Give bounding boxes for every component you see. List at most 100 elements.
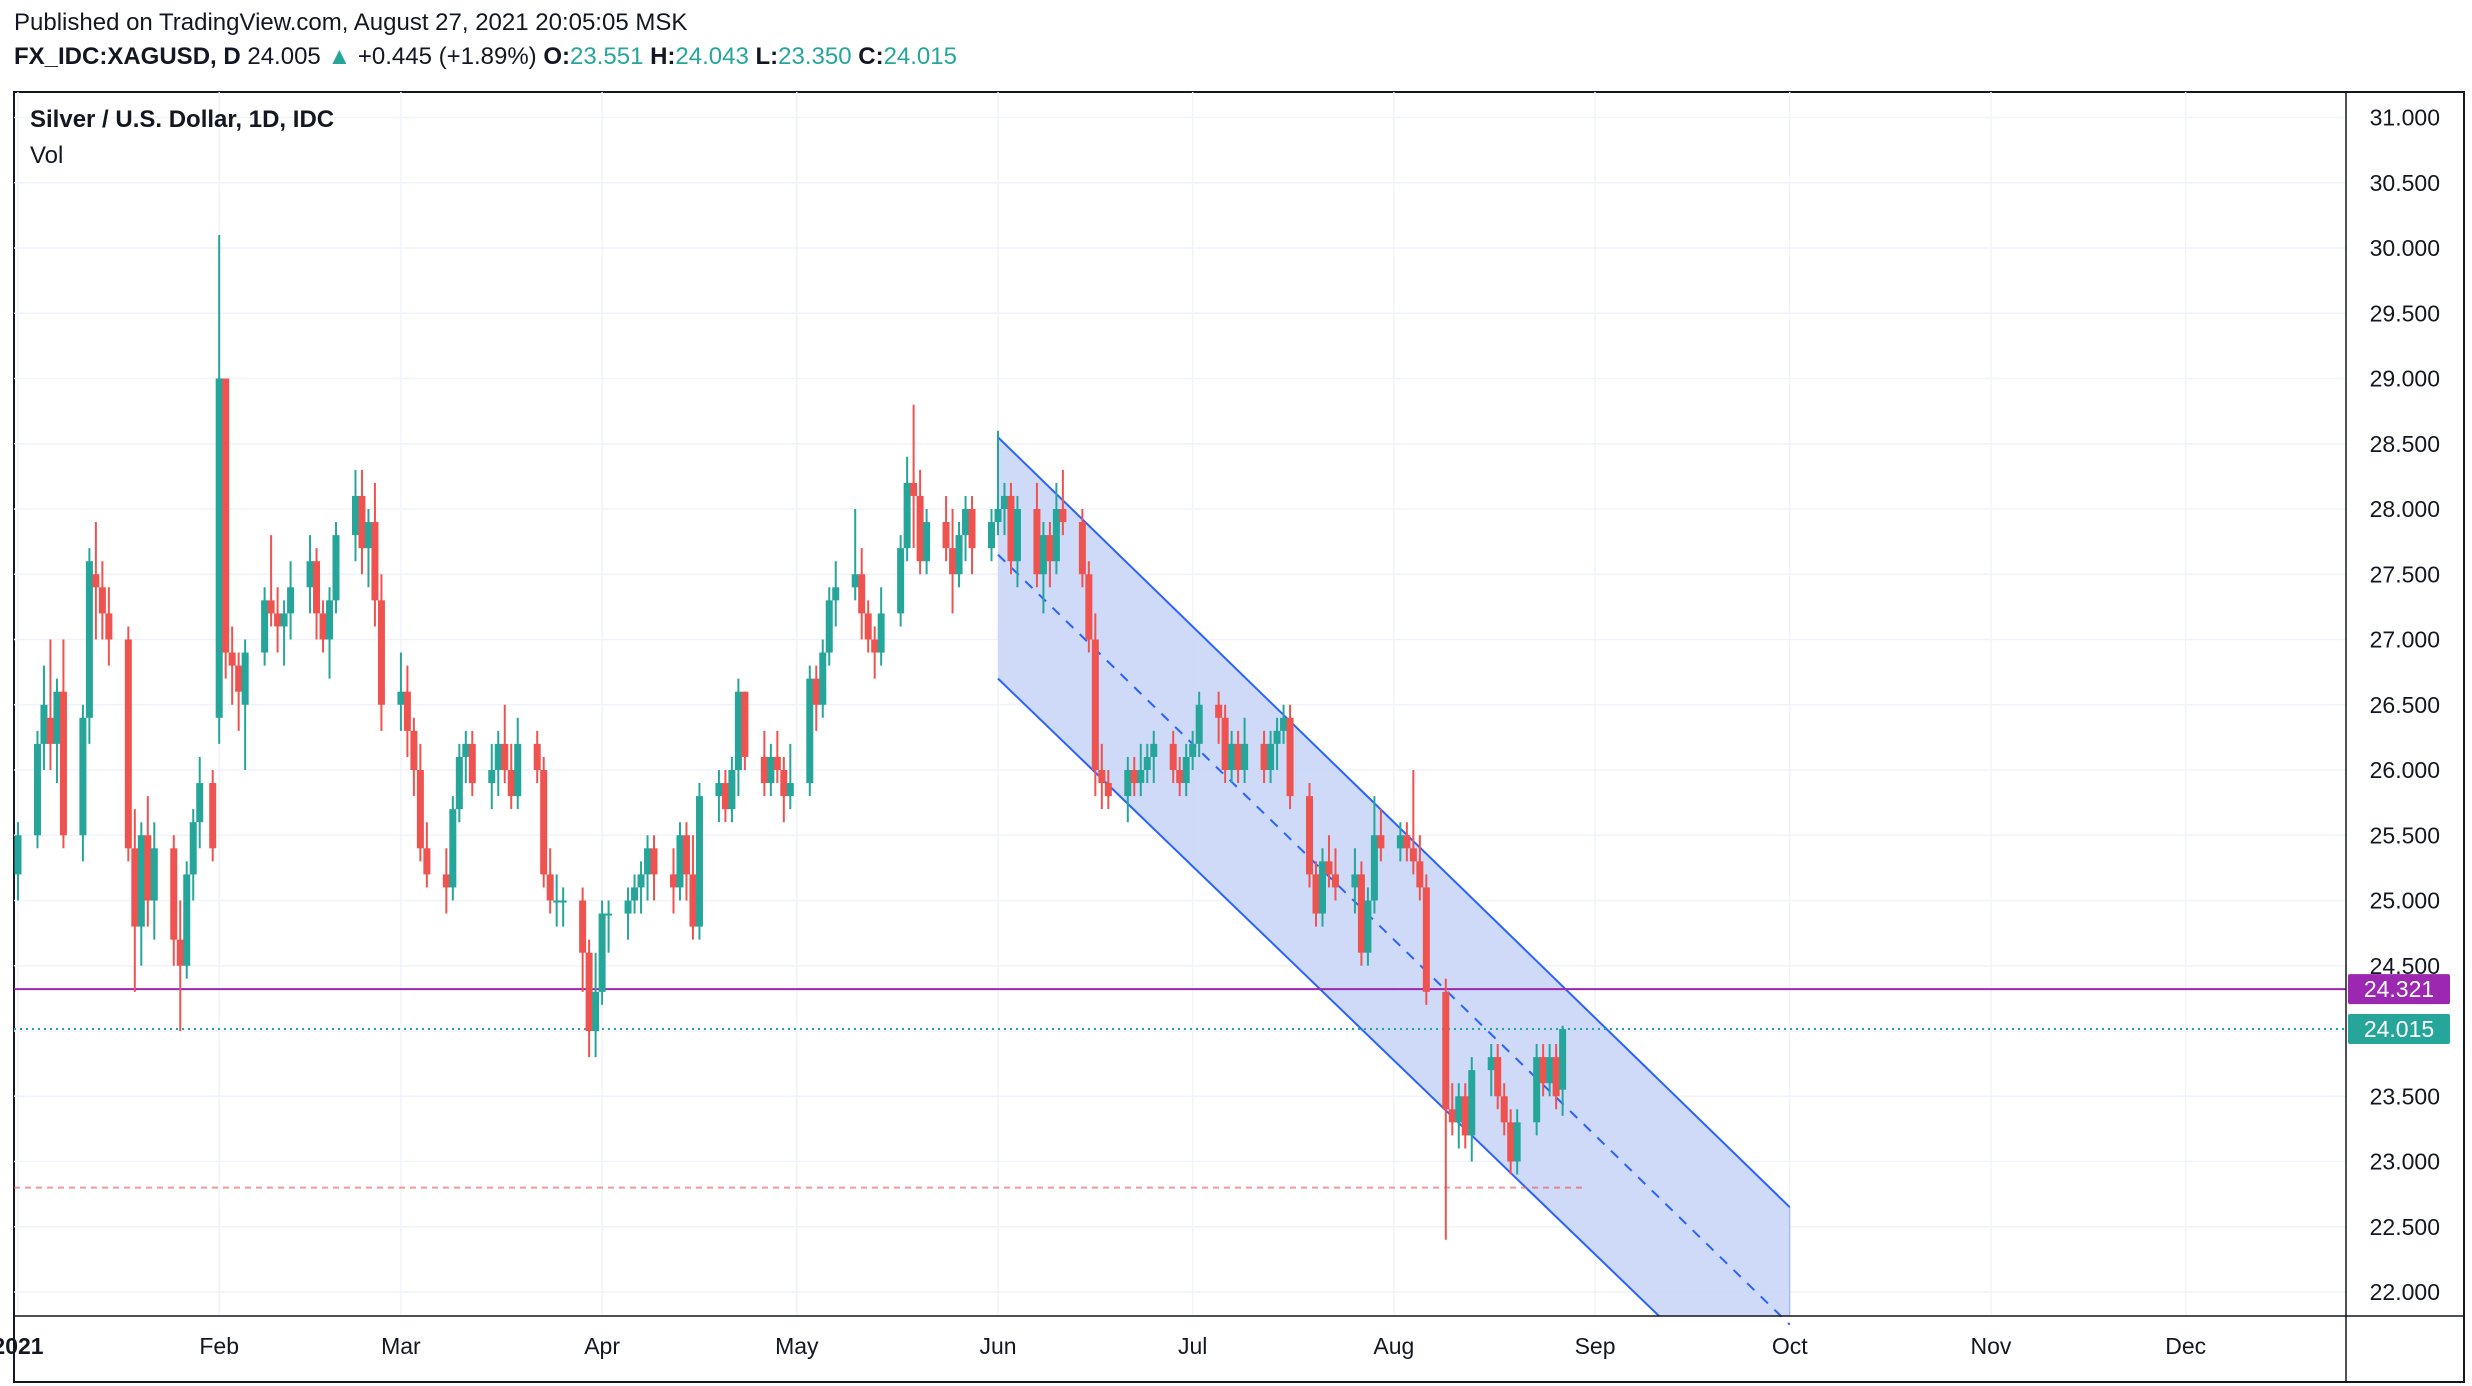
- candle: [1137, 743, 1145, 797]
- candle-body: [1357, 874, 1365, 953]
- candle-body: [780, 770, 788, 797]
- candle: [806, 665, 814, 797]
- candle: [468, 730, 476, 797]
- candle-body: [1104, 783, 1112, 797]
- candle: [1221, 704, 1229, 784]
- y-tick-label: 25.000: [2370, 888, 2440, 914]
- candle: [1416, 835, 1424, 901]
- price-axis[interactable]: 22.00022.50023.00023.50024.00024.50025.0…: [2370, 105, 2440, 1306]
- candle: [897, 535, 905, 627]
- candle-body: [462, 743, 470, 757]
- candle-body: [695, 796, 703, 927]
- candle-body: [669, 874, 677, 888]
- candle: [1215, 691, 1223, 744]
- candle-body: [903, 482, 911, 549]
- candle-body: [410, 730, 418, 770]
- x-tick-label: 2021: [0, 1333, 44, 1359]
- candle: [1396, 822, 1404, 862]
- y-tick-label: 23.500: [2370, 1083, 2440, 1109]
- candle-body: [1442, 991, 1450, 1110]
- candle-body: [949, 548, 957, 575]
- candle: [222, 378, 230, 679]
- candle-body: [1461, 1096, 1469, 1136]
- y-tick-label: 30.000: [2370, 235, 2440, 261]
- x-tick-label: Dec: [2165, 1333, 2206, 1359]
- candle-body: [624, 900, 632, 914]
- symbol-label[interactable]: FX_IDC:XAGUSD, D: [14, 43, 241, 70]
- candle: [1104, 770, 1112, 810]
- candle-body: [98, 587, 106, 614]
- candle-body: [1189, 743, 1197, 757]
- candle-body: [825, 600, 833, 653]
- candle-body: [962, 509, 970, 536]
- candle: [540, 756, 548, 888]
- candle-body: [637, 874, 645, 888]
- candle: [955, 522, 963, 588]
- candle-body: [235, 665, 243, 692]
- candle: [994, 430, 1002, 536]
- candle: [631, 874, 639, 914]
- candle-body: [1150, 743, 1158, 757]
- candle-body: [105, 613, 113, 640]
- time-axis[interactable]: 2021 Feb Mar Apr May Jun Jul Aug Sep Oct Nov Dec: [0, 1333, 2206, 1359]
- candle-body: [1455, 1096, 1463, 1123]
- candle-body: [1013, 509, 1021, 562]
- y-tick-label: 22.500: [2370, 1214, 2440, 1240]
- candle-body: [1331, 874, 1339, 888]
- candle: [1422, 874, 1430, 1005]
- candle: [923, 509, 931, 575]
- candle-body: [1059, 509, 1067, 523]
- candle: [215, 234, 223, 744]
- candle-body: [728, 770, 736, 810]
- low-value: 23.350: [778, 43, 852, 70]
- price-chart[interactable]: 22.00022.50023.00023.50024.00024.50025.0…: [0, 80, 2472, 1386]
- candle: [462, 730, 470, 784]
- chart-header: Published on TradingView.com, August 27,…: [14, 6, 1614, 76]
- candle: [942, 495, 950, 562]
- candle: [1241, 717, 1249, 784]
- last-price-badge-text: 24.015: [2364, 1016, 2434, 1042]
- candle-body: [968, 509, 976, 549]
- candle: [267, 535, 275, 627]
- candle: [877, 587, 885, 666]
- candle-body: [942, 522, 950, 549]
- candle: [1273, 717, 1281, 770]
- candle: [741, 691, 749, 770]
- candle-body: [592, 991, 600, 1031]
- channel-middle-line[interactable]: [997, 553, 1791, 1326]
- candle-body: [1468, 1070, 1476, 1136]
- candle: [592, 952, 600, 1058]
- candle: [1325, 835, 1333, 888]
- volume-legend: Vol: [30, 142, 63, 169]
- candle: [1533, 1044, 1541, 1136]
- candle: [1150, 730, 1158, 784]
- candle-body: [131, 848, 139, 927]
- candle-body: [397, 691, 405, 705]
- candle: [1143, 743, 1151, 784]
- candle: [46, 639, 54, 770]
- candle: [812, 665, 820, 731]
- candle-body: [274, 613, 282, 627]
- candle: [488, 743, 496, 810]
- candle-body: [1143, 756, 1151, 770]
- candle-body: [546, 874, 554, 901]
- candle: [1448, 1083, 1456, 1136]
- candle-body: [351, 495, 359, 536]
- channel-upper-line[interactable]: [997, 436, 1791, 1208]
- candle: [605, 900, 613, 953]
- candle: [644, 835, 652, 901]
- candle: [1494, 1044, 1502, 1110]
- candle: [170, 835, 178, 966]
- x-tick-label: Aug: [1373, 1333, 1414, 1359]
- candle-body: [85, 561, 93, 718]
- candle-body: [53, 691, 61, 744]
- candle: [397, 652, 405, 731]
- candlestick-series: [14, 234, 1567, 1240]
- candle: [280, 600, 288, 666]
- candle-body: [189, 822, 197, 875]
- candle-body: [488, 770, 496, 784]
- candle: [1370, 796, 1378, 914]
- regression-channel[interactable]: [997, 436, 1791, 1326]
- candle-body: [1124, 770, 1132, 797]
- candle-body: [364, 522, 372, 549]
